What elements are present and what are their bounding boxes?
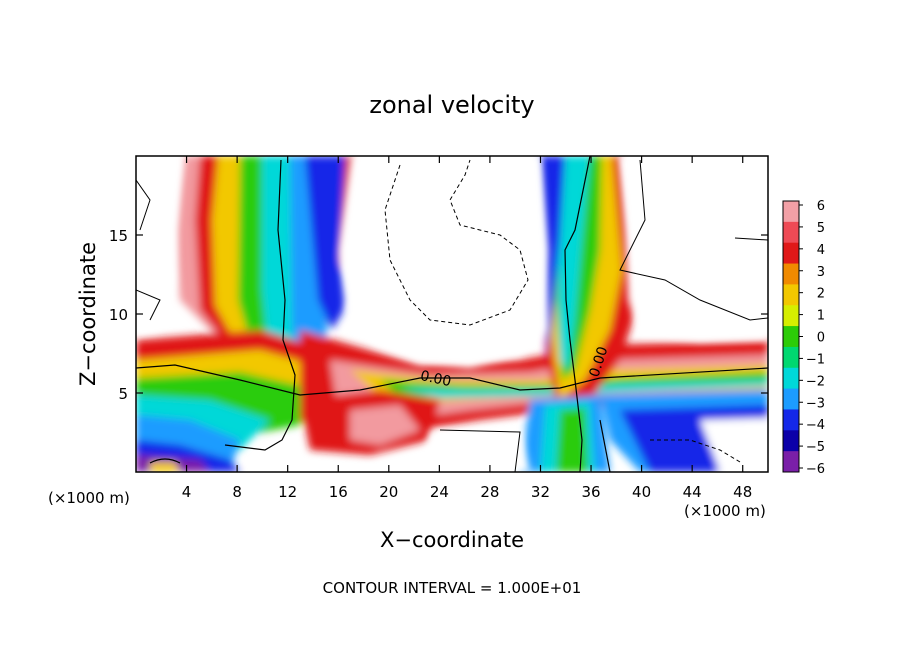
colorbar-swatch	[783, 305, 799, 327]
colorbar-label: −5	[806, 440, 825, 455]
y-axis-label: Z−coordinate	[76, 242, 100, 386]
x-tick-label: 16	[329, 483, 348, 501]
x-tick-label: 8	[232, 483, 242, 501]
colorbar-label: 4	[817, 243, 825, 258]
contour-interval-note: CONTOUR INTERVAL = 1.000E+01	[323, 579, 582, 597]
x-tick-label: 4	[182, 483, 192, 501]
colorbar: 6 5 4 3 2 1 0 −1 −2 −3 −4 −5 −6	[782, 199, 825, 477]
x-tick-label: 12	[278, 483, 297, 501]
colorbar-swatch	[783, 430, 799, 452]
colorbar-swatch	[783, 388, 799, 410]
colorbar-swatch	[783, 451, 799, 473]
contour-labels: 0.00 0.00	[419, 345, 612, 391]
colorbar-label: 6	[817, 199, 825, 214]
y-tick-label: 15	[109, 227, 128, 245]
x-tick-label: 48	[733, 483, 752, 501]
colorbar-swatch	[783, 263, 799, 285]
colorbar-label: −3	[806, 396, 825, 411]
contour-label-1: 0.00	[419, 368, 453, 390]
x-unit-left: (×1000 m)	[48, 489, 130, 507]
y-axis-ticks: 5 10 15	[109, 227, 768, 403]
colorbar-swatch	[783, 201, 799, 223]
colorbar-swatch	[783, 346, 799, 369]
x-tick-label: 20	[379, 483, 398, 501]
x-tick-label: 40	[632, 483, 651, 501]
x-axis-ticks: 4 8 12 16 20 24 28 32 36 40 44 48	[182, 156, 752, 501]
x-tick-label: 24	[430, 483, 449, 501]
colorbar-swatch	[783, 326, 799, 348]
colorbar-swatch	[783, 242, 799, 265]
colorbar-label: 1	[817, 309, 825, 324]
x-tick-label: 44	[683, 483, 702, 501]
colorbar-swatch	[783, 367, 799, 390]
y-tick-label: 10	[109, 306, 128, 324]
colorbar-label: 2	[817, 287, 825, 302]
colorbar-label: −6	[806, 462, 825, 477]
colorbar-swatch	[783, 284, 799, 306]
colorbar-label: −4	[806, 418, 825, 433]
colorbar-label: 5	[817, 221, 825, 236]
x-tick-label: 32	[531, 483, 550, 501]
colorbar-label: 0	[817, 331, 825, 346]
x-tick-label: 28	[480, 483, 499, 501]
x-axis-label: X−coordinate	[380, 528, 524, 552]
colorbar-label: −2	[806, 374, 825, 389]
chart-title: zonal velocity	[369, 91, 534, 119]
x-unit-right: (×1000 m)	[684, 502, 766, 520]
colorbar-label: −1	[806, 352, 825, 367]
y-tick-label: 5	[118, 385, 128, 403]
colorbar-label: 3	[817, 265, 825, 280]
colorbar-swatch	[783, 409, 799, 431]
velocity-field	[136, 156, 768, 472]
x-tick-label: 36	[581, 483, 600, 501]
colorbar-swatch	[783, 221, 799, 244]
